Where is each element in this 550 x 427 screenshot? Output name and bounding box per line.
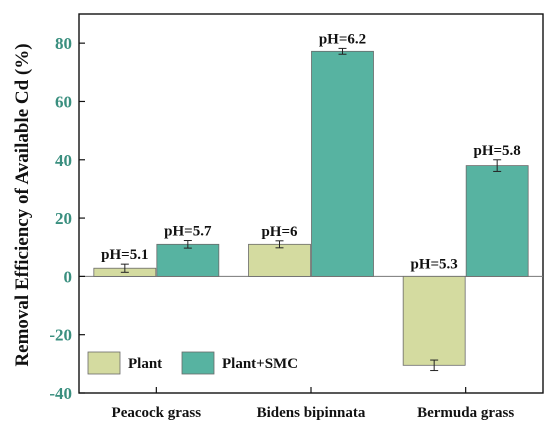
bar-ph-label: pH=5.7 (164, 224, 212, 240)
y-tick-label: 60 (55, 92, 72, 111)
y-tick-label: -40 (49, 384, 72, 403)
legend-swatch (88, 352, 120, 374)
y-tick-label: 80 (55, 34, 72, 53)
legend-label: Plant (128, 356, 162, 372)
bar-plant-smc (312, 51, 374, 276)
x-tick-label: Bermuda grass (417, 405, 514, 421)
bar-ph-label: pH=6.2 (319, 31, 366, 47)
bar-plant-smc (466, 166, 528, 277)
y-tick-label: 0 (64, 267, 73, 286)
bar-ph-label: pH=5.3 (411, 256, 458, 272)
legend-swatch (182, 352, 214, 374)
x-tick-label: Bidens bipinnata (257, 405, 366, 421)
y-axis-label: Removal Efficiency of Available Cd (%) (12, 43, 33, 366)
bar-plant (249, 244, 311, 276)
bar-ph-label: pH=5.1 (101, 247, 148, 263)
y-tick-label: 40 (55, 151, 72, 170)
bar-ph-label: pH=5.8 (474, 143, 521, 159)
bar-ph-label: pH=6 (261, 224, 298, 240)
plot-area: 80 60 40 20 0 -20 -40 Peacock grass pH=5.1 pH=5.7… (49, 14, 543, 421)
legend-label: Plant+SMC (222, 356, 298, 372)
bar-plant (403, 276, 465, 365)
y-tick-label: -20 (49, 326, 72, 345)
x-tick-label: Peacock grass (112, 405, 202, 421)
bar-plant-smc (157, 244, 219, 276)
y-tick-label: 20 (55, 209, 72, 228)
